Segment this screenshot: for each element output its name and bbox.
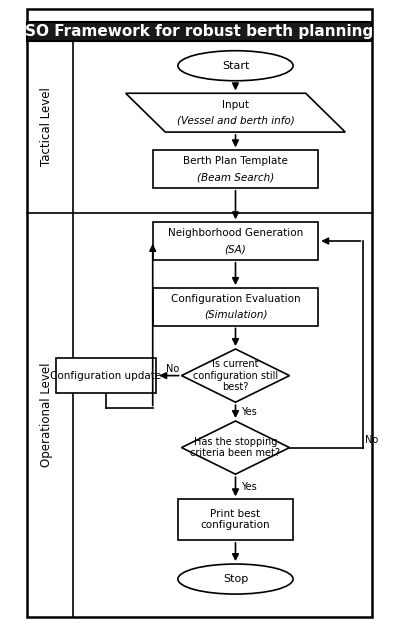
- Text: Input: Input: [222, 100, 249, 110]
- Text: (Simulation): (Simulation): [204, 310, 267, 320]
- Text: Has the stopping
criteria been met?: Has the stopping criteria been met?: [190, 437, 280, 458]
- Text: Berth Plan Template: Berth Plan Template: [183, 156, 288, 166]
- Polygon shape: [126, 93, 345, 132]
- FancyBboxPatch shape: [153, 288, 318, 326]
- Text: Operational Level: Operational Level: [40, 362, 53, 467]
- Text: (SA): (SA): [225, 244, 246, 254]
- FancyBboxPatch shape: [178, 500, 293, 540]
- Ellipse shape: [178, 51, 293, 81]
- Text: No: No: [166, 364, 179, 374]
- Text: Tactical Level: Tactical Level: [40, 88, 53, 166]
- FancyBboxPatch shape: [27, 9, 372, 617]
- Text: Yes: Yes: [241, 407, 257, 416]
- Polygon shape: [182, 349, 290, 403]
- FancyBboxPatch shape: [55, 358, 156, 393]
- Text: Stop: Stop: [223, 574, 248, 584]
- Text: Neighborhood Generation: Neighborhood Generation: [168, 228, 303, 238]
- FancyBboxPatch shape: [27, 22, 372, 41]
- Text: (Beam Search): (Beam Search): [197, 172, 274, 182]
- Text: Configuration Evaluation: Configuration Evaluation: [171, 294, 300, 304]
- FancyBboxPatch shape: [153, 222, 318, 260]
- FancyBboxPatch shape: [153, 150, 318, 188]
- Text: No: No: [365, 435, 378, 445]
- Text: Is current
configuration still
best?: Is current configuration still best?: [193, 359, 278, 393]
- Text: Yes: Yes: [241, 482, 257, 491]
- Polygon shape: [182, 421, 290, 475]
- Text: Configuration update: Configuration update: [50, 371, 162, 381]
- Text: (Vessel and berth info): (Vessel and berth info): [177, 116, 294, 126]
- Text: Start: Start: [222, 61, 249, 71]
- Text: Print best
configuration: Print best configuration: [201, 509, 270, 530]
- Ellipse shape: [178, 564, 293, 594]
- Text: SO Framework for robust berth planning: SO Framework for robust berth planning: [26, 24, 373, 39]
